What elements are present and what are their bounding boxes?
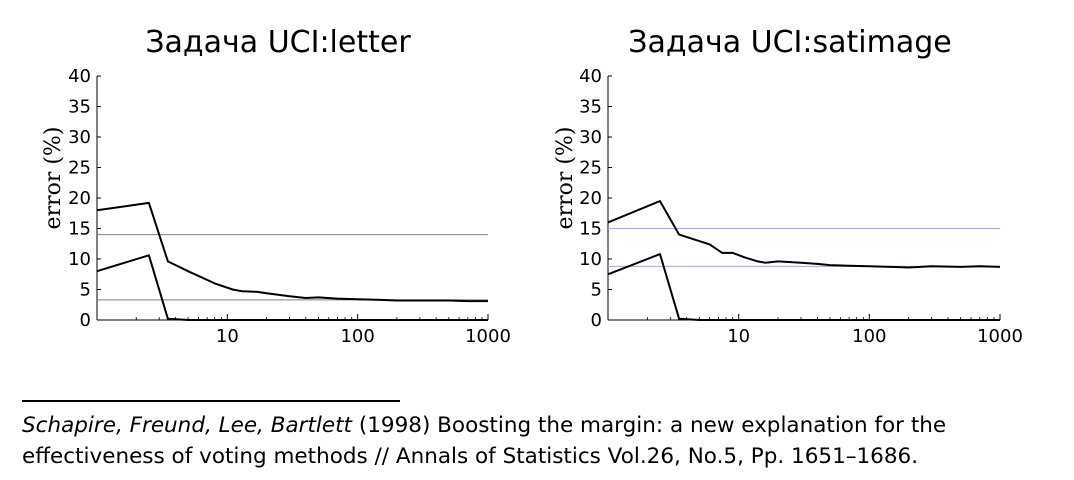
y-axis-label: error (%) (41, 127, 66, 230)
x-tick-label: 100 (852, 326, 886, 347)
chart-1: Задача UCI:letter error (%) 0 5 10 15 20 25 30 35… (41, 25, 511, 347)
y-tick-label: 0 (80, 310, 91, 331)
series-train-error (96, 254, 488, 321)
y-tick-label: 35 (579, 97, 602, 118)
y-tick-label: 35 (68, 97, 91, 118)
y-tick-label: 25 (68, 158, 91, 179)
y-tick-label: 20 (579, 188, 602, 209)
x-tick-label: 1000 (465, 326, 511, 347)
x-tick-label: 10 (216, 326, 239, 347)
x-tick-label: 1000 (977, 326, 1023, 347)
y-tick-label: 40 (68, 66, 91, 87)
y-tick-label: 5 (591, 280, 602, 301)
footnote-rule (22, 400, 400, 402)
series-test-error (96, 201, 488, 303)
y-axis-label: error (%) (553, 127, 578, 230)
citation: Schapire, Freund, Lee, Bartlett (1998) B… (22, 410, 1062, 472)
series-test-error (607, 200, 1001, 269)
chart-2: Задача UCI:satimage error (%) 0 5 10 15 20 25 30… (553, 25, 1023, 347)
x-tick-label: 100 (340, 326, 374, 347)
y-tick-label: 5 (80, 280, 91, 301)
y-tick-label: 15 (579, 219, 602, 240)
chart-title: Задача UCI:satimage (628, 25, 951, 60)
y-tick-label: 25 (579, 158, 602, 179)
citation-authors: Schapire, Freund, Lee, Bartlett (22, 413, 352, 438)
series-train-error (607, 253, 1000, 321)
citation-text: (1998) Boosting the margin: a new explan… (22, 413, 947, 469)
charts-canvas: Задача UCI:letter error (%) 0 5 10 15 20 25 30 35… (41, 25, 1023, 347)
chart-title: Задача UCI:letter (145, 25, 411, 60)
y-tick-label: 0 (591, 310, 602, 331)
x-tick-label: 10 (727, 326, 750, 347)
y-tick-label: 30 (68, 127, 91, 148)
y-tick-label: 30 (579, 127, 602, 148)
y-tick-label: 10 (579, 249, 602, 270)
y-tick-label: 10 (68, 249, 91, 270)
y-tick-label: 20 (68, 188, 91, 209)
y-tick-label: 15 (68, 219, 91, 240)
y-tick-label: 40 (579, 66, 602, 87)
